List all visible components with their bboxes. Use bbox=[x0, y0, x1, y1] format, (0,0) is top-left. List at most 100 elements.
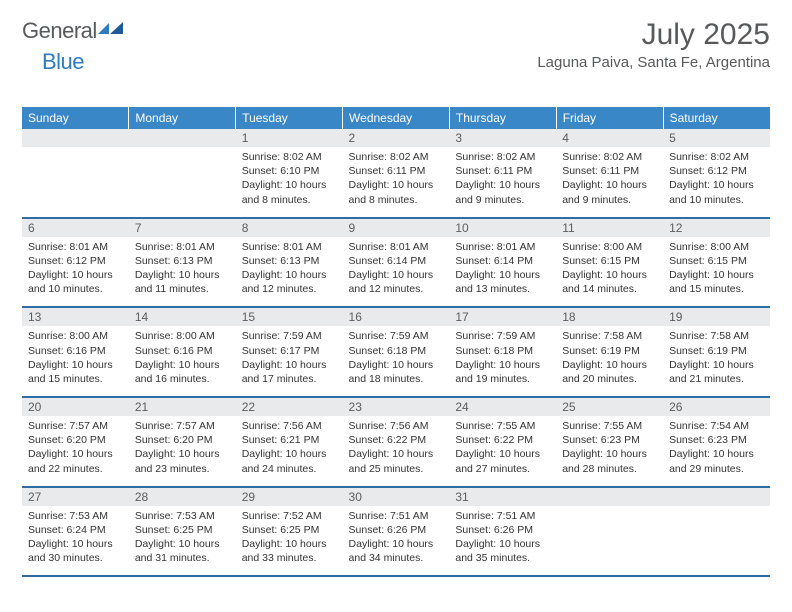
sunrise-line: Sunrise: 8:01 AM bbox=[349, 240, 444, 254]
day-detail-cell: Sunrise: 7:57 AMSunset: 6:20 PMDaylight:… bbox=[129, 416, 236, 487]
day-detail-cell: Sunrise: 7:59 AMSunset: 6:17 PMDaylight:… bbox=[236, 326, 343, 397]
day-number-cell: 10 bbox=[449, 218, 556, 237]
sunset-line: Sunset: 6:19 PM bbox=[562, 344, 657, 358]
sunrise-line: Sunrise: 8:02 AM bbox=[562, 150, 657, 164]
week-row: Sunrise: 7:57 AMSunset: 6:20 PM Daylight:… bbox=[22, 416, 770, 487]
day-detail-cell: Sunrise: 7:51 AMSunset: 6:26 PMDaylight:… bbox=[343, 506, 450, 577]
day-number-cell: 3 bbox=[449, 129, 556, 147]
daylight-line: Daylight: 10 hours and 8 minutes. bbox=[349, 178, 444, 206]
day-number-cell: 9 bbox=[343, 218, 450, 237]
day-number-cell: 13 bbox=[22, 307, 129, 326]
day-number-cell: 19 bbox=[663, 307, 770, 326]
sunrise-line: Sunrise: 8:02 AM bbox=[349, 150, 444, 164]
day-number-cell bbox=[663, 487, 770, 506]
sunset-line: Sunset: 6:21 PM bbox=[242, 433, 337, 447]
daylight-line: Daylight: 10 hours and 14 minutes. bbox=[562, 268, 657, 296]
sunrise-line: Sunrise: 7:59 AM bbox=[455, 329, 550, 343]
day-detail-cell: Sunrise: 7:51 AMSunset: 6:26 PMDaylight:… bbox=[449, 506, 556, 577]
sunset-line: Sunset: 6:16 PM bbox=[28, 344, 123, 358]
sunrise-line: Sunrise: 7:59 AM bbox=[242, 329, 337, 343]
sunset-line: Sunset: 6:23 PM bbox=[669, 433, 764, 447]
sunset-line: Sunset: 6:12 PM bbox=[669, 164, 764, 178]
day-detail-cell: Sunrise: 8:00 AMSunset: 6:16 PMDaylight:… bbox=[129, 326, 236, 397]
sunset-line: Sunset: 6:20 PM bbox=[135, 433, 230, 447]
day-detail-cell: Sunrise: 8:01 AMSunset: 6:12 PMDaylight:… bbox=[22, 237, 129, 308]
sunset-line: Sunset: 6:15 PM bbox=[669, 254, 764, 268]
day-detail-cell: Sunrise: 8:02 AMSunset: 6:10 PMDaylight:… bbox=[236, 147, 343, 218]
daylight-line: Daylight: 10 hours and 11 minutes. bbox=[135, 268, 230, 296]
day-number-cell bbox=[22, 129, 129, 147]
daylight-line: Daylight: 10 hours and 17 minutes. bbox=[242, 358, 337, 386]
sunset-line: Sunset: 6:22 PM bbox=[455, 433, 550, 447]
daynum-row: 2728293031 bbox=[22, 487, 770, 506]
week-row: Sunrise: 8:02 AMSunset: 6:10 PMDaylight:… bbox=[22, 147, 770, 218]
daylight-line: Daylight: 10 hours and 29 minutes. bbox=[669, 447, 764, 475]
daylight-line: Daylight: 10 hours and 28 minutes. bbox=[562, 447, 657, 475]
day-detail-cell: Sunrise: 8:00 AMSunset: 6:15 PMDaylight:… bbox=[663, 237, 770, 308]
sunrise-line: Sunrise: 7:58 AM bbox=[562, 329, 657, 343]
daylight-line: Daylight: 10 hours and 20 minutes. bbox=[562, 358, 657, 386]
day-detail-cell: Sunrise: 7:56 AMSunset: 6:21 PMDaylight:… bbox=[236, 416, 343, 487]
sunrise-line: Sunrise: 7:53 AM bbox=[28, 509, 123, 523]
sunrise-line: Sunrise: 7:51 AM bbox=[349, 509, 444, 523]
sunrise-line: Sunrise: 8:00 AM bbox=[562, 240, 657, 254]
sunset-line: Sunset: 6:13 PM bbox=[135, 254, 230, 268]
day-detail-cell: Sunrise: 7:57 AMSunset: 6:20 PMDaylight:… bbox=[22, 416, 129, 487]
daylight-line: Daylight: 10 hours and 8 minutes. bbox=[242, 178, 337, 206]
day-number-cell: 29 bbox=[236, 487, 343, 506]
daylight-line: Daylight: 10 hours and 12 minutes. bbox=[242, 268, 337, 296]
weekday-header: Monday bbox=[129, 107, 236, 129]
day-detail-cell bbox=[22, 147, 129, 218]
day-detail-cell: Sunrise: 8:00 AMSunset: 6:15 PMDaylight:… bbox=[556, 237, 663, 308]
day-number-cell: 6 bbox=[22, 218, 129, 237]
sunset-line: Sunset: 6:17 PM bbox=[242, 344, 337, 358]
daynum-row: 13141516171819 bbox=[22, 307, 770, 326]
sunrise-line: Sunrise: 8:02 AM bbox=[455, 150, 550, 164]
day-detail-cell: Sunrise: 7:55 AMSunset: 6:23 PMDaylight:… bbox=[556, 416, 663, 487]
calendar-table: Sunday Monday Tuesday Wednesday Thursday… bbox=[22, 107, 770, 577]
day-detail-cell: Sunrise: 8:00 AMSunset: 6:16 PMDaylight:… bbox=[22, 326, 129, 397]
sunset-line: Sunset: 6:12 PM bbox=[28, 254, 123, 268]
day-number-cell: 20 bbox=[22, 397, 129, 416]
sunset-line: Sunset: 6:25 PM bbox=[242, 523, 337, 537]
daylight-line: Daylight: 10 hours and 21 minutes. bbox=[669, 358, 764, 386]
weekday-header: Wednesday bbox=[343, 107, 450, 129]
day-detail-cell: Sunrise: 8:01 AMSunset: 6:14 PMDaylight:… bbox=[343, 237, 450, 308]
day-detail-cell: Sunrise: 7:53 AMSunset: 6:25 PMDaylight:… bbox=[129, 506, 236, 577]
sunset-line: Sunset: 6:26 PM bbox=[455, 523, 550, 537]
daylight-line: Daylight: 10 hours and 9 minutes. bbox=[455, 178, 550, 206]
daylight-line: Daylight: 10 hours and 15 minutes. bbox=[669, 268, 764, 296]
sunrise-line: Sunrise: 7:55 AM bbox=[455, 419, 550, 433]
weekday-header: Friday bbox=[556, 107, 663, 129]
daylight-line: Daylight: 10 hours and 15 minutes. bbox=[28, 358, 123, 386]
day-detail-cell: Sunrise: 8:01 AMSunset: 6:13 PMDaylight:… bbox=[236, 237, 343, 308]
sunrise-line: Sunrise: 7:56 AM bbox=[349, 419, 444, 433]
day-number-cell: 16 bbox=[343, 307, 450, 326]
day-detail-cell: Sunrise: 7:54 AMSunset: 6:23 PMDaylight:… bbox=[663, 416, 770, 487]
day-number-cell: 7 bbox=[129, 218, 236, 237]
sunrise-line: Sunrise: 7:57 AM bbox=[135, 419, 230, 433]
day-detail-cell: Sunrise: 7:53 AMSunset: 6:24 PMDaylight:… bbox=[22, 506, 129, 577]
day-number-cell: 23 bbox=[343, 397, 450, 416]
sunrise-line: Sunrise: 7:51 AM bbox=[455, 509, 550, 523]
sunset-line: Sunset: 6:15 PM bbox=[562, 254, 657, 268]
daylight-line: Daylight: 10 hours and 25 minutes. bbox=[349, 447, 444, 475]
sunset-line: Sunset: 6:24 PM bbox=[28, 523, 123, 537]
sunset-line: Sunset: 6:26 PM bbox=[349, 523, 444, 537]
day-detail-cell: Sunrise: 7:55 AMSunset: 6:22 PMDaylight:… bbox=[449, 416, 556, 487]
sunrise-line: Sunrise: 8:00 AM bbox=[28, 329, 123, 343]
brand-text-gray: General bbox=[22, 18, 97, 44]
sunset-line: Sunset: 6:13 PM bbox=[242, 254, 337, 268]
weekday-header: Tuesday bbox=[236, 107, 343, 129]
day-detail-cell: Sunrise: 8:01 AMSunset: 6:13 PMDaylight:… bbox=[129, 237, 236, 308]
week-row: Sunrise: 8:01 AM Sunset: 6:12 PM Daylight:… bbox=[22, 237, 770, 308]
sunset-line: Sunset: 6:11 PM bbox=[349, 164, 444, 178]
brand-text-blue: Blue bbox=[42, 49, 84, 74]
daynum-row: 20212223242526 bbox=[22, 397, 770, 416]
day-number-cell: 28 bbox=[129, 487, 236, 506]
sunset-line: Sunset: 6:11 PM bbox=[455, 164, 550, 178]
day-detail-cell bbox=[556, 506, 663, 577]
day-number-cell: 31 bbox=[449, 487, 556, 506]
sunset-line: Sunset: 6:11 PM bbox=[562, 164, 657, 178]
day-detail-cell: Sunrise: 8:02 AMSunset: 6:11 PMDaylight:… bbox=[449, 147, 556, 218]
